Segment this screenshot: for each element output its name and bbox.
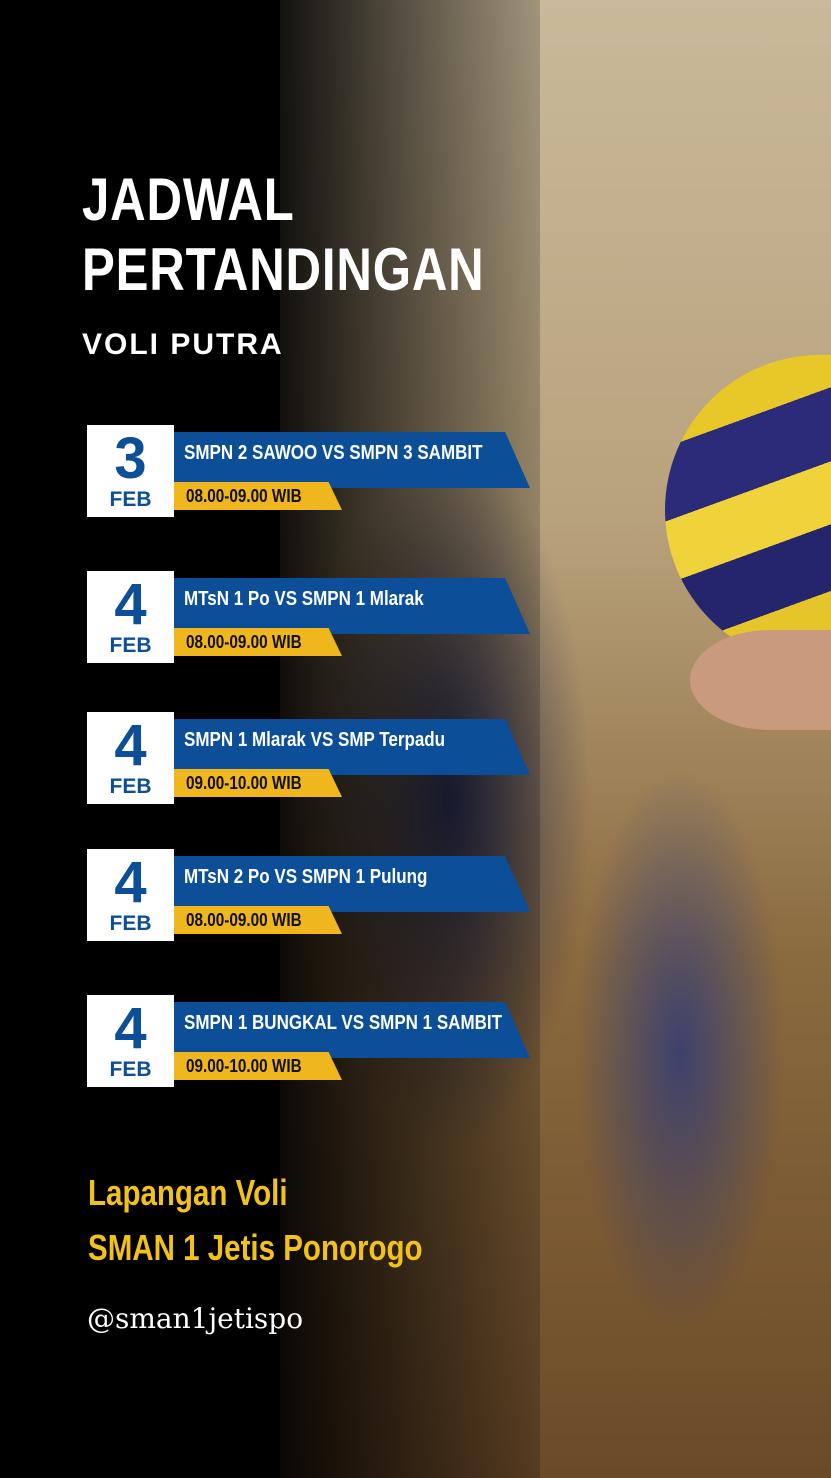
match-month: FEB [109,488,152,511]
match-time: 09.00-10.00 WIB [186,773,302,793]
match-card: 4 FEB MTsN 1 Po VS SMPN 1 Mlarak 08.00-0… [87,571,537,663]
venue-line1: Lapangan Voli [88,1172,288,1213]
match-day: 4 [114,572,147,637]
match-teams-banner: SMPN 1 BUNGKAL VS SMPN 1 SAMBIT [174,1002,530,1058]
title-line2: PERTANDINGAN [82,236,485,303]
match-teams-banner: MTsN 1 Po VS SMPN 1 Mlarak [174,578,530,634]
subtitle: VOLI PUTRA [82,328,284,361]
match-card: 4 FEB SMPN 1 BUNGKAL VS SMPN 1 SAMBIT 09… [87,995,537,1087]
match-card: 4 FEB MTsN 2 Po VS SMPN 1 Pulung 08.00-0… [87,849,537,941]
match-teams: MTsN 1 Po VS SMPN 1 Mlarak [184,588,424,610]
venue-line2: SMAN 1 Jetis Ponorogo [88,1227,423,1268]
date-box: 4 FEB [87,571,174,663]
match-time: 08.00-09.00 WIB [186,910,302,930]
match-day: 3 [114,426,147,491]
match-time-banner: 08.00-09.00 WIB [174,482,342,510]
date-box: 4 FEB [87,995,174,1087]
date-box: 4 FEB [87,712,174,804]
social-handle: @sman1jetispo [87,1302,304,1335]
match-teams: SMPN 1 BUNGKAL VS SMPN 1 SAMBIT [184,1012,503,1034]
match-day: 4 [114,996,147,1061]
match-time: 09.00-10.00 WIB [186,1056,302,1076]
match-time-banner: 08.00-09.00 WIB [174,628,342,656]
date-box: 3 FEB [87,425,174,517]
match-card: 4 FEB SMPN 1 Mlarak VS SMP Terpadu 09.00… [87,712,537,804]
match-teams: SMPN 2 SAWOO VS SMPN 3 SAMBIT [184,442,483,464]
match-teams: SMPN 1 Mlarak VS SMP Terpadu [184,729,446,751]
match-teams: MTsN 2 Po VS SMPN 1 Pulung [184,866,428,888]
match-teams-banner: MTsN 2 Po VS SMPN 1 Pulung [174,856,530,912]
match-time: 08.00-09.00 WIB [186,486,302,506]
match-time: 08.00-09.00 WIB [186,632,302,652]
match-month: FEB [109,912,152,935]
date-box: 4 FEB [87,849,174,941]
hand-image [690,630,831,730]
match-day: 4 [114,850,147,915]
match-day: 4 [114,713,147,778]
match-time-banner: 08.00-09.00 WIB [174,906,342,934]
match-month: FEB [109,1058,152,1081]
match-time-banner: 09.00-10.00 WIB [174,1052,342,1080]
title-line1: JADWAL [82,166,295,233]
match-time-banner: 09.00-10.00 WIB [174,769,342,797]
match-teams-banner: SMPN 2 SAWOO VS SMPN 3 SAMBIT [174,432,530,488]
match-teams-banner: SMPN 1 Mlarak VS SMP Terpadu [174,719,530,775]
match-month: FEB [109,634,152,657]
match-month: FEB [109,775,152,798]
match-card: 3 FEB SMPN 2 SAWOO VS SMPN 3 SAMBIT 08.0… [87,425,537,517]
